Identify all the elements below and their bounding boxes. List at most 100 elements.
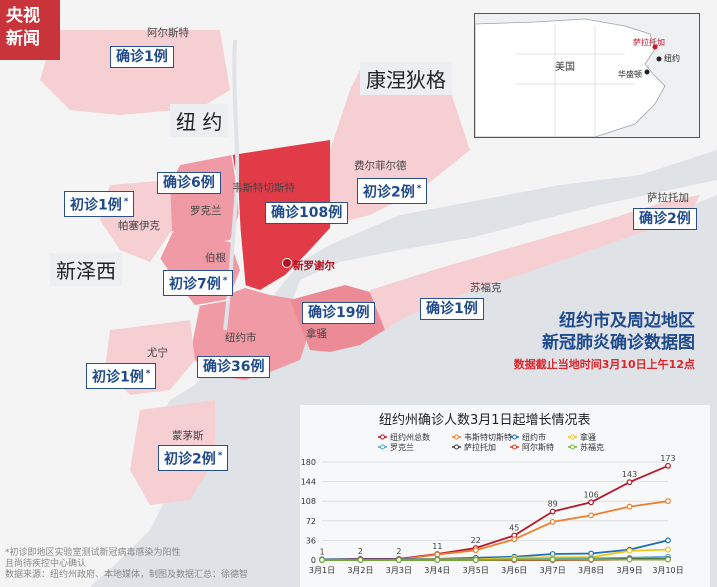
- x-tick-label: 3月5日: [463, 566, 489, 575]
- place-suffolk: 苏福克: [470, 282, 502, 294]
- cctv-news-logo: 央视 新闻: [0, 0, 60, 60]
- inset-newyork-dot: [656, 56, 662, 62]
- legend-label: 纽约州总数: [390, 432, 430, 442]
- legend-marker: [454, 434, 459, 440]
- y-tick-label: 180: [301, 458, 316, 467]
- y-tick-label: 36: [306, 536, 316, 545]
- legend-marker: [570, 444, 575, 450]
- legend-label: 纽约市: [522, 432, 546, 442]
- region-suffolk: [370, 195, 700, 330]
- data-point: [511, 556, 518, 563]
- case-box-text: 确诊2例: [639, 211, 691, 227]
- data-point: [588, 512, 595, 519]
- data-point: [472, 547, 479, 554]
- place-rockland: 罗克兰: [190, 205, 222, 217]
- data-point: [665, 546, 671, 553]
- logo-line1: 央视: [6, 6, 40, 26]
- legend-label: 阿尔斯特: [522, 442, 554, 452]
- data-point: [665, 462, 671, 469]
- place-fairfield: 费尔菲尔德: [354, 160, 407, 172]
- logo-line2: 新闻: [6, 29, 40, 49]
- place-nassau: 拿骚: [306, 328, 327, 340]
- region-label-new-jersey: 新泽西: [50, 253, 122, 286]
- case-box-star: *: [145, 369, 151, 379]
- case-box-nassau: 确诊19例: [302, 302, 376, 324]
- data-point: [665, 556, 671, 563]
- region-label-new-york: 纽 约: [170, 104, 229, 137]
- legend-marker: [512, 444, 517, 450]
- inset-label-new-york: 纽约: [664, 54, 680, 63]
- case-box-text: 初诊7例: [169, 276, 221, 293]
- new-rochelle-dot: [282, 258, 292, 268]
- place-bergen: 伯根: [205, 252, 226, 264]
- case-box-star: *: [123, 197, 129, 207]
- place-union: 尤宁: [147, 347, 168, 359]
- case-box-fairfield: 初诊2例 *: [357, 178, 428, 204]
- county-borders: [159, 154, 246, 306]
- case-box-passaic: 初诊1例 *: [64, 191, 135, 217]
- data-point: [588, 556, 595, 563]
- series-line: [322, 539, 669, 561]
- inset-label-washington: 华盛顿: [618, 70, 642, 79]
- case-box-text: 确诊1例: [116, 49, 168, 65]
- data-label: 1: [319, 547, 324, 556]
- data-point: [511, 536, 518, 543]
- legend-label: 萨拉托加: [464, 442, 496, 452]
- x-tick-label: 3月8日: [578, 566, 604, 575]
- data-point: [665, 498, 671, 505]
- y-tick-label: 144: [301, 478, 316, 487]
- data-label: 2: [358, 547, 363, 556]
- inset-us-map: 美国 萨拉托加 纽约 华盛顿: [474, 13, 700, 138]
- data-label: 11: [432, 542, 442, 551]
- region-ulster: [40, 30, 230, 115]
- x-tick-label: 3月3日: [386, 566, 412, 575]
- place-saratoga: 萨拉托加: [647, 192, 689, 204]
- legend-marker: [512, 434, 517, 440]
- region-label-connecticut: 康涅狄格: [360, 62, 452, 95]
- inset-land: [475, 18, 666, 137]
- place-monmouth: 蒙茅斯: [172, 430, 204, 442]
- data-point: [588, 499, 595, 506]
- x-tick-label: 3月9日: [616, 566, 642, 575]
- x-tick-label: 3月2日: [347, 566, 373, 575]
- data-point: [549, 518, 556, 525]
- x-tick-label: 3月10日: [652, 566, 683, 575]
- place-ulster: 阿尔斯特: [147, 27, 189, 39]
- data-label: 143: [622, 470, 637, 479]
- case-box-text: 初诊1例: [70, 197, 122, 214]
- case-box-text: 初诊2例: [164, 451, 216, 468]
- legend-marker: [380, 444, 385, 450]
- inset-state-lines: [515, 24, 635, 137]
- data-point: [395, 557, 402, 563]
- data-point: [626, 547, 633, 554]
- x-tick-label: 3月6日: [501, 566, 527, 575]
- legend-label: 韦斯特切斯特: [464, 432, 512, 442]
- case-box-star: *: [416, 184, 422, 194]
- place-westchester: 韦斯特切斯特: [232, 182, 295, 194]
- place-passaic: 帕塞伊克: [118, 220, 160, 232]
- data-label: 89: [548, 500, 558, 509]
- data-label: 173: [660, 454, 675, 463]
- data-label: 106: [583, 490, 598, 499]
- data-point: [665, 537, 671, 544]
- footnote-line1: *初诊即地区实验室测试新冠病毒感染为阳性: [5, 548, 181, 558]
- data-point: [626, 503, 633, 510]
- case-box-star: *: [222, 276, 228, 286]
- series-line: [322, 558, 668, 561]
- x-tick-label: 3月4日: [424, 566, 450, 575]
- case-box-bergen: 初诊7例 *: [163, 270, 234, 296]
- y-tick-label: 72: [306, 517, 316, 526]
- case-box-text: 确诊6例: [163, 175, 215, 191]
- inset-label-saratoga: 萨拉托加: [633, 38, 665, 47]
- data-point: [357, 557, 364, 563]
- map-title-line2: 新冠肺炎确诊数据图: [542, 333, 695, 353]
- case-box-text: 确诊1例: [426, 301, 478, 317]
- y-tick-label: 108: [301, 497, 316, 506]
- case-box-westchester: 确诊108例: [265, 202, 349, 224]
- data-label: 2: [396, 547, 401, 556]
- data-point: [472, 557, 479, 563]
- footnote: *初诊即地区实验室测试新冠病毒感染为阳性 且尚待疾控中心确认 数据来源：纽约州政…: [5, 548, 248, 581]
